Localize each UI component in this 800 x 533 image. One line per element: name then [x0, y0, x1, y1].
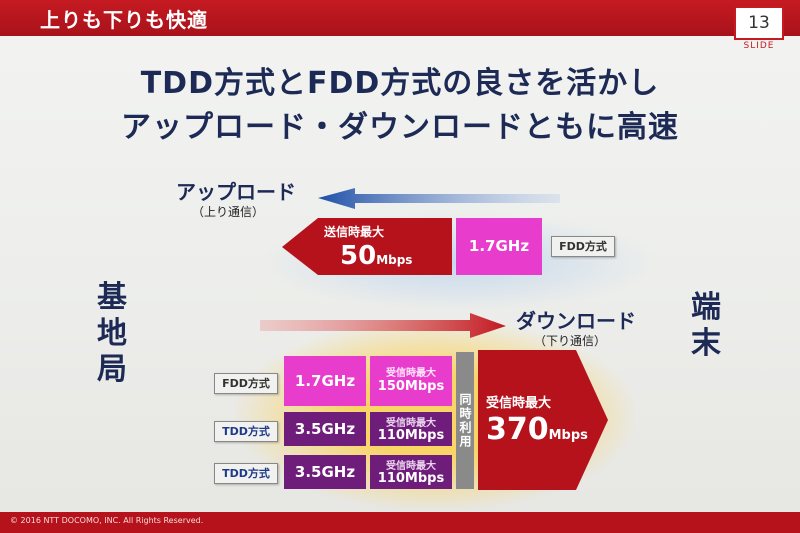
carrier-2-frequency: 3.5GHz	[284, 412, 366, 446]
headline-line-2: アップロード・ダウンロードともに高速	[121, 110, 679, 145]
slide-number: 13	[734, 6, 784, 40]
download-label: ダウンロード	[516, 309, 636, 333]
carrier-1-caption: 受信時最大	[386, 368, 436, 379]
upload-sublabel: （上り通信）	[192, 205, 265, 219]
carrier-2-rate-box	[370, 412, 452, 446]
upload-rate-caption: 送信時最大	[324, 225, 385, 239]
upload-rate-arrow	[282, 218, 452, 275]
upload-label: アップロード	[176, 180, 296, 204]
carrier-3-rate-box	[370, 455, 452, 489]
carrier-1-rate-box	[370, 356, 452, 406]
simultaneous-use-bar: 同時利用	[456, 352, 474, 489]
download-total-arrow	[478, 350, 608, 490]
upload-rate-value: 50Mbps	[340, 241, 412, 271]
carrier-1-method-tag: FDD方式	[214, 373, 278, 394]
top-bar: 上りも下りも快適 13	[0, 0, 800, 40]
download-total-value: 370Mbps	[486, 412, 588, 447]
carrier-2-rate: 110Mbps	[377, 428, 445, 443]
carrier-2-method-tag: TDD方式	[214, 421, 278, 442]
download-total-caption: 受信時最大	[486, 396, 552, 411]
download-sublabel: （下り通信）	[534, 334, 607, 348]
headline-line-1: TDD方式とFDD方式の良さを活かし	[140, 66, 660, 101]
carrier-3-caption: 受信時最大	[386, 461, 436, 472]
upload-rate-unit: Mbps	[376, 253, 413, 267]
carrier-3-method-tag: TDD方式	[214, 463, 278, 484]
upload-method-tag: FDD方式	[551, 236, 615, 257]
copyright: © 2016 NTT DOCOMO, INC. All Rights Reser…	[10, 516, 204, 525]
slide-label: SLIDE	[743, 41, 775, 51]
terminal-label: 端末	[691, 290, 721, 361]
carrier-1-frequency: 1.7GHz	[284, 356, 366, 406]
carrier-1-rate: 150Mbps	[377, 379, 445, 394]
download-total-unit: Mbps	[548, 428, 588, 443]
download-direction-arrow	[260, 313, 506, 338]
section-title: 上りも下りも快適	[40, 8, 208, 32]
download-total-number: 370	[486, 412, 549, 447]
carrier-3-frequency: 3.5GHz	[284, 455, 366, 489]
upload-frequency: 1.7GHz	[456, 218, 542, 275]
carrier-2-caption: 受信時最大	[386, 418, 436, 429]
carrier-3-rate: 110Mbps	[377, 471, 445, 486]
upload-direction-arrow	[318, 188, 560, 209]
upload-rate-number: 50	[340, 241, 377, 271]
base-station-label: 基地局	[97, 280, 127, 387]
footer-bar: © 2016 NTT DOCOMO, INC. All Rights Reser…	[0, 512, 800, 533]
